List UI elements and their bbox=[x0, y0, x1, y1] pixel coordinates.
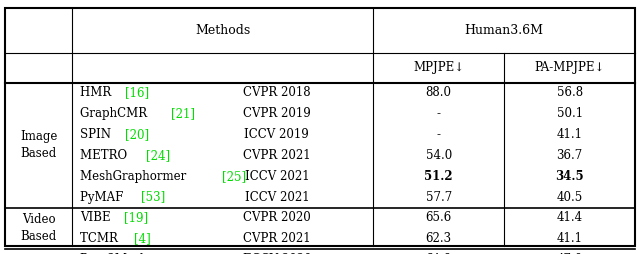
Text: [20]: [20] bbox=[125, 128, 149, 141]
Text: 41.4: 41.4 bbox=[557, 211, 582, 225]
Text: METRO: METRO bbox=[80, 149, 131, 162]
Text: Human3.6M: Human3.6M bbox=[465, 24, 543, 37]
Text: ICCV 2019: ICCV 2019 bbox=[244, 128, 309, 141]
Text: GraphCMR: GraphCMR bbox=[80, 107, 151, 120]
Text: CVPR 2020: CVPR 2020 bbox=[243, 211, 311, 225]
Text: 54.0: 54.0 bbox=[426, 149, 452, 162]
Text: MeshGraphormer: MeshGraphormer bbox=[80, 170, 190, 183]
Text: Pose2Mesh: Pose2Mesh bbox=[80, 253, 151, 254]
Text: 57.7: 57.7 bbox=[426, 190, 452, 204]
Text: CVPR 2018: CVPR 2018 bbox=[243, 86, 310, 100]
Text: 65.6: 65.6 bbox=[426, 211, 452, 225]
Text: [4]: [4] bbox=[134, 232, 150, 245]
Text: -: - bbox=[436, 107, 441, 120]
Text: 36.7: 36.7 bbox=[556, 149, 583, 162]
Text: 40.5: 40.5 bbox=[556, 190, 583, 204]
Text: HMR: HMR bbox=[80, 86, 115, 100]
Text: 56.8: 56.8 bbox=[557, 86, 582, 100]
Text: Image
Based: Image Based bbox=[20, 130, 58, 160]
Text: [21]: [21] bbox=[172, 107, 195, 120]
Text: [16]: [16] bbox=[125, 86, 149, 100]
Text: 41.1: 41.1 bbox=[557, 232, 582, 245]
Text: PA-MPJPE↓: PA-MPJPE↓ bbox=[534, 61, 605, 74]
Text: VIBE: VIBE bbox=[80, 211, 115, 225]
Text: SPIN: SPIN bbox=[80, 128, 115, 141]
Text: 41.1: 41.1 bbox=[557, 128, 582, 141]
Text: Video
Based: Video Based bbox=[20, 213, 57, 243]
Text: 34.5: 34.5 bbox=[556, 170, 584, 183]
Text: CVPR 2021: CVPR 2021 bbox=[243, 232, 310, 245]
Text: -: - bbox=[436, 128, 441, 141]
Text: Methods: Methods bbox=[195, 24, 250, 37]
Text: 64.9: 64.9 bbox=[426, 253, 452, 254]
Text: [25]: [25] bbox=[222, 170, 246, 183]
Text: 62.3: 62.3 bbox=[426, 232, 452, 245]
Text: CVPR 2019: CVPR 2019 bbox=[243, 107, 311, 120]
Text: PyMAF: PyMAF bbox=[80, 190, 127, 204]
Text: 47.0: 47.0 bbox=[556, 253, 583, 254]
Text: MPJPE↓: MPJPE↓ bbox=[413, 61, 464, 74]
Text: ICCV 2021: ICCV 2021 bbox=[244, 170, 309, 183]
Text: ECCV 2020: ECCV 2020 bbox=[243, 253, 311, 254]
Text: [53]: [53] bbox=[141, 190, 165, 204]
Text: [19]: [19] bbox=[124, 211, 148, 225]
Text: 51.2: 51.2 bbox=[424, 170, 453, 183]
Text: TCMR: TCMR bbox=[80, 232, 122, 245]
Text: 50.1: 50.1 bbox=[557, 107, 582, 120]
Text: [5]: [5] bbox=[172, 253, 189, 254]
Text: [24]: [24] bbox=[146, 149, 170, 162]
Text: 88.0: 88.0 bbox=[426, 86, 452, 100]
Text: ICCV 2021: ICCV 2021 bbox=[244, 190, 309, 204]
Text: CVPR 2021: CVPR 2021 bbox=[243, 149, 310, 162]
